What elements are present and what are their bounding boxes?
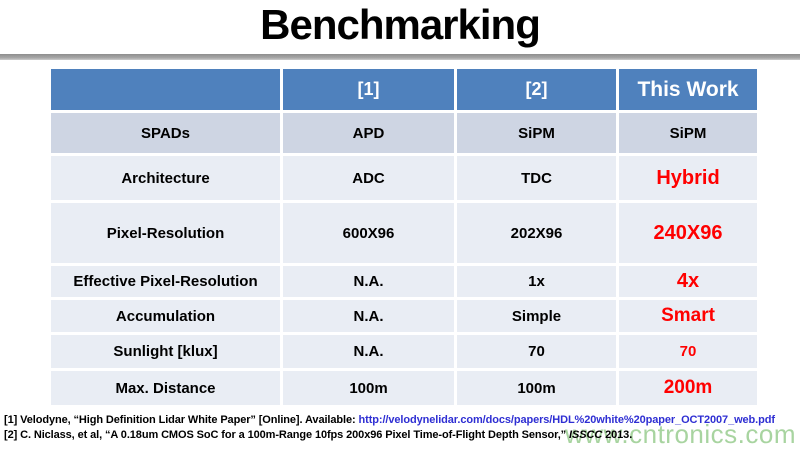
row-label-pixel-resolution: Pixel-Resolution — [48, 200, 283, 266]
effective-ref2-value: 1x — [454, 263, 619, 300]
architecture-ref2-value: TDC — [454, 153, 619, 203]
max-distance-ref1-value: 100m — [280, 368, 457, 408]
footnote-ref1-text: [1] Velodyne, “High Definition Lidar Whi… — [4, 414, 359, 426]
pixel-resolution-ref1-value: 600X96 — [280, 200, 457, 266]
row-label-accumulation: Accumulation — [48, 297, 283, 335]
table-row-max-distance: Max. Distance 100m 100m 200m — [48, 368, 760, 408]
title-divider — [0, 54, 800, 60]
footnote-ref2-text: [2] C. Niclass, et al, “A 0.18um CMOS So… — [4, 428, 570, 441]
max-distance-this-work-value: 200m — [616, 368, 760, 408]
spads-this-work-value: SiPM — [616, 110, 760, 156]
footnotes: [1] Velodyne, “High Definition Lidar Whi… — [4, 413, 775, 442]
table-row-sunlight: Sunlight [klux] N.A. 70 70 — [48, 332, 760, 371]
header-this-work: This Work — [616, 66, 760, 113]
accumulation-ref2-value: Simple — [454, 297, 619, 335]
sunlight-ref1-value: N.A. — [280, 332, 457, 371]
row-label-effective-pixel-resolution: Effective Pixel-Resolution — [48, 263, 283, 300]
page-title: Benchmarking — [260, 1, 541, 48]
max-distance-ref2-value: 100m — [454, 368, 619, 408]
effective-ref1-value: N.A. — [280, 263, 457, 300]
row-label-max-distance: Max. Distance — [48, 368, 283, 408]
footnote-ref2: [2] C. Niclass, et al, “A 0.18um CMOS So… — [4, 428, 775, 443]
footnote-ref2-venue: ISSCC — [569, 428, 603, 441]
pixel-resolution-ref2-value: 202X96 — [454, 200, 619, 266]
row-label-sunlight: Sunlight [klux] — [48, 332, 283, 371]
benchmark-table: [1] [2] This Work SPADs APD SiPM SiPM Ar… — [48, 66, 760, 408]
table-row-spads: SPADs APD SiPM SiPM — [48, 110, 760, 156]
table-row-accumulation: Accumulation N.A. Simple Smart — [48, 297, 760, 335]
table-header-row: [1] [2] This Work — [48, 66, 760, 113]
header-ref2: [2] — [454, 66, 619, 113]
sunlight-ref2-value: 70 — [454, 332, 619, 371]
spads-ref2-value: SiPM — [454, 110, 619, 156]
pixel-resolution-this-work-value: 240X96 — [616, 200, 760, 266]
header-blank — [48, 66, 283, 113]
table-row-architecture: Architecture ADC TDC Hybrid — [48, 153, 760, 203]
footnote-ref2-year: 2013. — [602, 428, 633, 441]
header-ref1: [1] — [280, 66, 457, 113]
table-row-effective-pixel-resolution: Effective Pixel-Resolution N.A. 1x 4x — [48, 263, 760, 300]
spads-ref1-value: APD — [280, 110, 457, 156]
table-row-pixel-resolution: Pixel-Resolution 600X96 202X96 240X96 — [48, 200, 760, 266]
architecture-this-work-value: Hybrid — [616, 153, 760, 203]
row-label-architecture: Architecture — [48, 153, 283, 203]
effective-this-work-value: 4x — [616, 263, 760, 300]
footnote-ref1: [1] Velodyne, “High Definition Lidar Whi… — [4, 413, 775, 428]
accumulation-ref1-value: N.A. — [280, 297, 457, 335]
architecture-ref1-value: ADC — [280, 153, 457, 203]
accumulation-this-work-value: Smart — [616, 297, 760, 335]
row-label-spads: SPADs — [48, 110, 283, 156]
reference-url-link[interactable]: http://velodynelidar.com/docs/papers/HDL… — [358, 414, 776, 426]
sunlight-this-work-value: 70 — [616, 332, 760, 371]
watermark: www.cntronics.com — [565, 419, 796, 449]
